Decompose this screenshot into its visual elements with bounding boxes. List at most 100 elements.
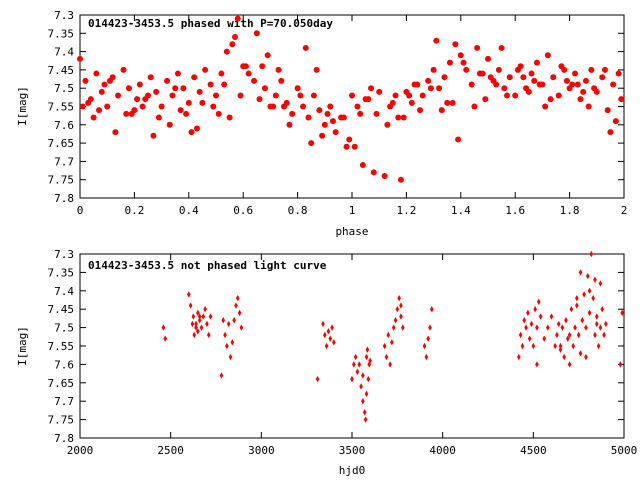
- phased-data-point: [139, 103, 146, 110]
- unphased-data-point: [323, 331, 327, 339]
- phased-data-point: [433, 37, 440, 44]
- phased-data-point: [191, 74, 198, 81]
- unphased-ticks: 2000 2500 3000 3500 4000 4500 5000 7.3 7.35 7.4 7.…: [48, 248, 638, 457]
- phased-data-point: [618, 96, 625, 103]
- phased-data-point: [213, 92, 219, 99]
- unphased-data-point: [196, 309, 200, 317]
- phased-data-point: [536, 81, 543, 88]
- phased-data-point: [221, 81, 228, 88]
- unphased-data-point: [399, 302, 403, 309]
- phased-data-point: [264, 52, 271, 59]
- phased-data-point: [506, 74, 513, 81]
- phased-data-point: [528, 70, 535, 77]
- phased-data-point: [455, 136, 462, 143]
- phased-data-point: [123, 110, 130, 117]
- phased-data-point: [452, 41, 459, 48]
- phased-data-point: [321, 121, 328, 128]
- unphased-data-point: [235, 294, 240, 302]
- phased-data-point: [476, 70, 483, 77]
- phased-data-point: [408, 99, 415, 106]
- phased-data-point: [485, 55, 491, 62]
- phased-data-point: [542, 103, 549, 110]
- phased-data-point: [544, 52, 551, 59]
- unphased-data-point: [595, 320, 599, 328]
- unphased-ytick-label: 7.3: [54, 248, 74, 261]
- unphased-data-point: [161, 324, 166, 331]
- unphased-ytick-label: 7.35: [48, 266, 75, 279]
- phased-data-point: [582, 77, 589, 84]
- phased-data-point: [558, 63, 565, 70]
- unphased-data-point: [584, 353, 588, 361]
- unphased-data-point: [549, 313, 554, 320]
- phased-data-point: [577, 96, 584, 103]
- unphased-data-point: [584, 324, 588, 331]
- unphased-data-point: [361, 372, 365, 379]
- unphased-data-point: [391, 324, 396, 331]
- unphased-xtick-label: 2000: [67, 444, 94, 457]
- phased-xtick-label: 1.6: [505, 204, 525, 217]
- unphased-data-point: [564, 317, 568, 324]
- phased-data-point: [85, 99, 92, 106]
- phased-data-point: [232, 33, 239, 40]
- unphased-data-point: [332, 339, 336, 346]
- phased-data-point: [104, 103, 111, 110]
- phased-xtick-label: 1.2: [396, 204, 416, 217]
- phased-ytick-label: 7.55: [48, 101, 75, 114]
- phased-data-point: [397, 176, 404, 183]
- unphased-data-point: [429, 306, 434, 313]
- unphased-data-point: [230, 339, 235, 346]
- phased-xtick-label: 0.6: [233, 204, 253, 217]
- unphased-data-point: [618, 361, 623, 368]
- phased-data-point: [188, 129, 195, 136]
- phased-data-point: [199, 99, 206, 106]
- phased-data-point: [438, 107, 445, 114]
- phased-data-point: [329, 118, 336, 125]
- unphased-xlabel: hjd0: [339, 464, 366, 477]
- phased-ytick-label: 7.4: [54, 46, 74, 59]
- phased-data-point: [359, 162, 366, 169]
- unphased-data-point: [585, 272, 590, 280]
- unphased-data-point: [223, 331, 227, 339]
- phased-data-point: [525, 88, 532, 95]
- phased-data-point: [425, 77, 432, 84]
- unphased-data-point: [328, 335, 333, 342]
- phased-data-point: [585, 103, 592, 110]
- unphased-xtick-label: 3500: [339, 444, 366, 457]
- unphased-data-point: [397, 294, 401, 302]
- phased-data-point: [169, 92, 176, 99]
- unphased-data-point: [386, 331, 391, 339]
- unphased-data-point: [361, 398, 365, 405]
- unphased-ytick-label: 7.8: [54, 432, 74, 445]
- unphased-data-point: [237, 309, 242, 317]
- phased-ylabel: I[mag]: [16, 86, 29, 126]
- phased-data-point: [180, 85, 187, 92]
- phased-data-point: [297, 92, 304, 99]
- unphased-data-point: [602, 331, 606, 339]
- phased-data-point: [362, 96, 369, 103]
- unphased-title: 014423-3453.5 not phased light curve: [88, 259, 327, 272]
- phased-data-point: [166, 121, 173, 128]
- unphased-data-point: [587, 309, 592, 317]
- unphased-ytick-label: 7.4: [54, 285, 74, 298]
- phased-data-point: [471, 103, 478, 110]
- unphased-data-point: [219, 372, 224, 379]
- unphased-data-point: [315, 375, 320, 383]
- phased-data-point: [514, 66, 521, 73]
- unphased-data-point: [526, 309, 530, 317]
- phased-data-point: [226, 114, 233, 121]
- phased-data-point: [256, 96, 263, 103]
- unphased-data-point: [239, 324, 244, 331]
- unphased-data-point: [357, 361, 362, 368]
- phased-data-point: [351, 143, 358, 150]
- phased-ytick-label: 7.7: [54, 155, 74, 168]
- phased-title: 014423-3453.5 phased with P=70.050day: [88, 17, 333, 30]
- unphased-ytick-label: 7.75: [48, 414, 75, 427]
- phased-data-point: [482, 96, 489, 103]
- phased-data-point: [286, 121, 293, 128]
- unphased-data-point: [538, 313, 543, 320]
- phased-data-point: [229, 41, 236, 48]
- unphased-data-point: [367, 361, 372, 368]
- phased-data-point: [384, 121, 391, 128]
- unphased-data-point: [196, 328, 200, 335]
